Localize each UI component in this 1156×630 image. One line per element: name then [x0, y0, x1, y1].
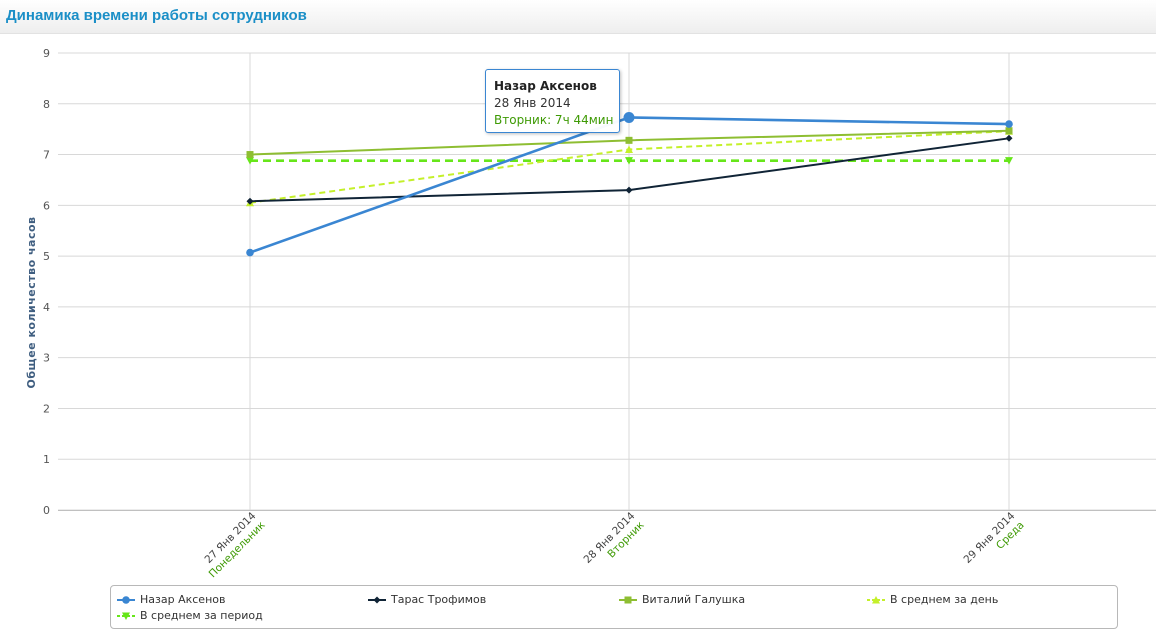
- data-point: [872, 595, 880, 603]
- data-point: [1005, 134, 1013, 142]
- legend-item[interactable]: Тарас Трофимов: [368, 592, 486, 607]
- y-tick-label: 6: [43, 199, 50, 212]
- data-point: [1005, 120, 1013, 128]
- tooltip-value: Вторник: 7ч 44мин: [494, 113, 614, 127]
- legend-item[interactable]: Виталий Галушка: [619, 592, 745, 607]
- chart-tooltip: Назар Аксенов 28 Янв 2014 Вторник: 7ч 44…: [485, 69, 620, 133]
- legend-symbol: [117, 595, 135, 604]
- data-point: [625, 145, 633, 153]
- data-point: [625, 157, 633, 165]
- y-tick-label: 7: [43, 149, 50, 162]
- legend-symbol: [368, 596, 386, 603]
- y-axis-title: Общее количество часов: [25, 217, 38, 389]
- series-1: [246, 134, 1013, 205]
- legend-symbol: [117, 612, 135, 620]
- data-point: [246, 197, 254, 205]
- chart-legend: Назар Аксенов Тарас Трофимов Виталий Галуш…: [110, 585, 1118, 629]
- data-point: [246, 157, 254, 165]
- legend-label: Назар Аксенов: [140, 593, 226, 606]
- y-tick-label: 2: [43, 402, 50, 415]
- y-tick-label: 5: [43, 250, 50, 263]
- data-point: [122, 595, 130, 604]
- legend-item[interactable]: В среднем за день: [867, 592, 998, 607]
- chart-title: Динамика времени работы сотрудников: [6, 7, 307, 24]
- data-point: [246, 151, 254, 159]
- data-point: [623, 111, 635, 123]
- legend-symbol: [867, 595, 885, 603]
- legend-label: Тарас Трофимов: [391, 593, 487, 606]
- data-point: [624, 596, 632, 603]
- data-point: [625, 136, 633, 144]
- legend-label: В среднем за день: [890, 593, 999, 606]
- legend-item[interactable]: В среднем за период: [117, 608, 263, 623]
- y-tick-label: 3: [43, 352, 50, 365]
- data-point: [122, 612, 130, 620]
- data-point: [1005, 127, 1013, 135]
- legend-item[interactable]: Назар Аксенов: [117, 592, 225, 607]
- series-4: [246, 157, 1013, 165]
- y-tick-label: 4: [43, 301, 50, 314]
- data-point: [246, 248, 254, 257]
- tooltip-date: 28 Янв 2014: [494, 96, 571, 110]
- y-tick-label: 0: [43, 504, 50, 517]
- tooltip-title: Назар Аксенов: [494, 79, 597, 93]
- data-point: [1005, 157, 1013, 165]
- legend-label: Виталий Галушка: [642, 593, 746, 606]
- chart-header: Динамика времени работы сотрудников: [0, 0, 1156, 34]
- series-2: [246, 127, 1013, 159]
- legend-symbol: [619, 596, 637, 603]
- y-tick-label: 1: [43, 453, 50, 466]
- y-tick-label: 9: [43, 47, 50, 60]
- data-point: [373, 596, 381, 603]
- series-0: [246, 111, 1013, 257]
- legend-label: В среднем за период: [140, 609, 263, 622]
- y-tick-label: 8: [43, 98, 50, 111]
- data-point: [625, 186, 633, 194]
